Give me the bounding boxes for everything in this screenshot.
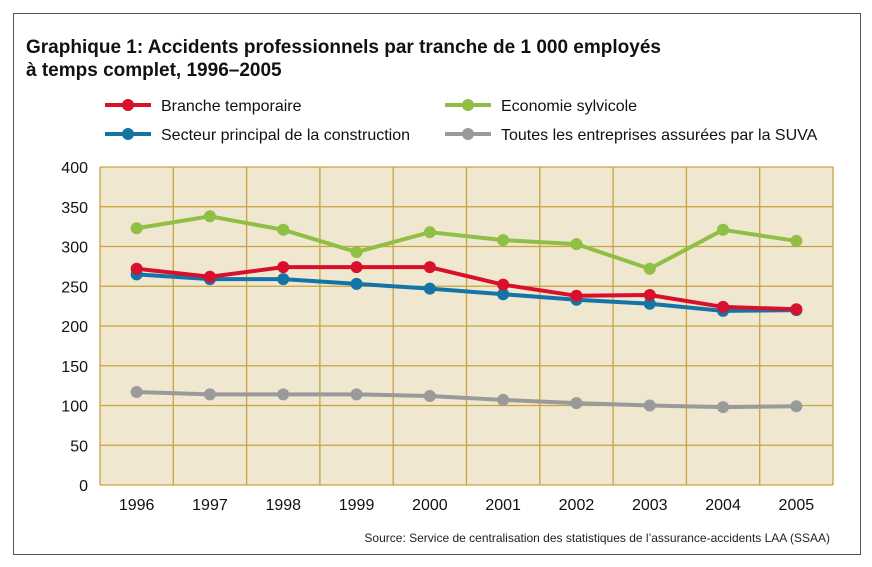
legend-marker: [462, 128, 474, 140]
data-point-0: [790, 303, 803, 316]
data-point-0: [277, 261, 290, 274]
data-point-3: [130, 385, 143, 398]
series-line-1: [136, 214, 797, 271]
y-tick-label: 0: [79, 478, 88, 495]
legend-marker: [462, 99, 474, 111]
legend-label: Toutes les entreprises assurées par la S…: [501, 127, 818, 144]
y-tick-label: 250: [61, 279, 88, 296]
x-tick-label: 1998: [265, 497, 301, 514]
legend-marker: [122, 99, 134, 111]
series-line-2: [136, 272, 797, 313]
series-line-3: [136, 389, 797, 410]
legend-label: Economie sylvicole: [501, 98, 637, 115]
data-point-3: [350, 388, 363, 401]
x-tick-label: 2002: [559, 497, 595, 514]
data-point-1: [643, 262, 656, 275]
data-point-3: [643, 399, 656, 412]
x-tick-label: 2000: [412, 497, 448, 514]
data-point-0: [203, 270, 216, 283]
data-point-3: [203, 388, 216, 401]
data-point-1: [497, 234, 510, 247]
source-note: Source: Service de centralisation des st…: [364, 531, 830, 545]
legend-label: Branche temporaire: [161, 98, 302, 115]
chart-title: Graphique 1: Accidents professionnels pa…: [26, 36, 661, 82]
data-point-0: [350, 261, 363, 274]
data-point-1: [350, 246, 363, 259]
y-tick-label: 400: [61, 160, 88, 177]
data-point-2: [350, 277, 363, 290]
title-line-1: Graphique 1: Accidents professionnels pa…: [26, 37, 661, 58]
data-point-0: [130, 262, 143, 275]
y-tick-label: 350: [61, 200, 88, 217]
data-point-1: [717, 223, 730, 236]
data-point-2: [497, 288, 510, 301]
data-point-1: [130, 222, 143, 235]
data-point-0: [570, 289, 583, 302]
x-tick-label: 2003: [632, 497, 668, 514]
x-tick-label: 2001: [485, 497, 521, 514]
data-point-1: [203, 210, 216, 223]
data-point-3: [570, 397, 583, 410]
data-point-3: [790, 400, 803, 413]
data-point-3: [497, 393, 510, 406]
data-point-0: [423, 261, 436, 274]
data-point-2: [423, 282, 436, 295]
data-point-3: [277, 388, 290, 401]
data-point-1: [277, 223, 290, 236]
data-point-2: [277, 273, 290, 286]
data-point-0: [643, 288, 656, 301]
x-tick-label: 1999: [339, 497, 375, 514]
y-tick-label: 300: [61, 240, 88, 257]
data-point-1: [423, 226, 436, 239]
y-tick-label: 50: [70, 438, 88, 455]
data-point-3: [423, 389, 436, 402]
data-point-2: [643, 297, 656, 310]
y-tick-label: 100: [61, 399, 88, 416]
y-tick-label: 200: [61, 319, 88, 336]
x-tick-label: 1997: [192, 497, 228, 514]
series-line-0: [136, 265, 797, 312]
data-point-3: [717, 401, 730, 414]
data-point-1: [790, 234, 803, 247]
legend-label: Secteur principal de la construction: [161, 127, 410, 144]
y-tick-label: 150: [61, 359, 88, 376]
data-point-0: [717, 300, 730, 313]
title-line-2: à temps complet, 1996–2005: [26, 60, 282, 81]
x-tick-label: 1996: [119, 497, 155, 514]
legend-marker: [122, 128, 134, 140]
data-point-0: [497, 278, 510, 291]
x-tick-label: 2004: [705, 497, 741, 514]
x-tick-label: 2005: [779, 497, 815, 514]
data-point-1: [570, 238, 583, 251]
